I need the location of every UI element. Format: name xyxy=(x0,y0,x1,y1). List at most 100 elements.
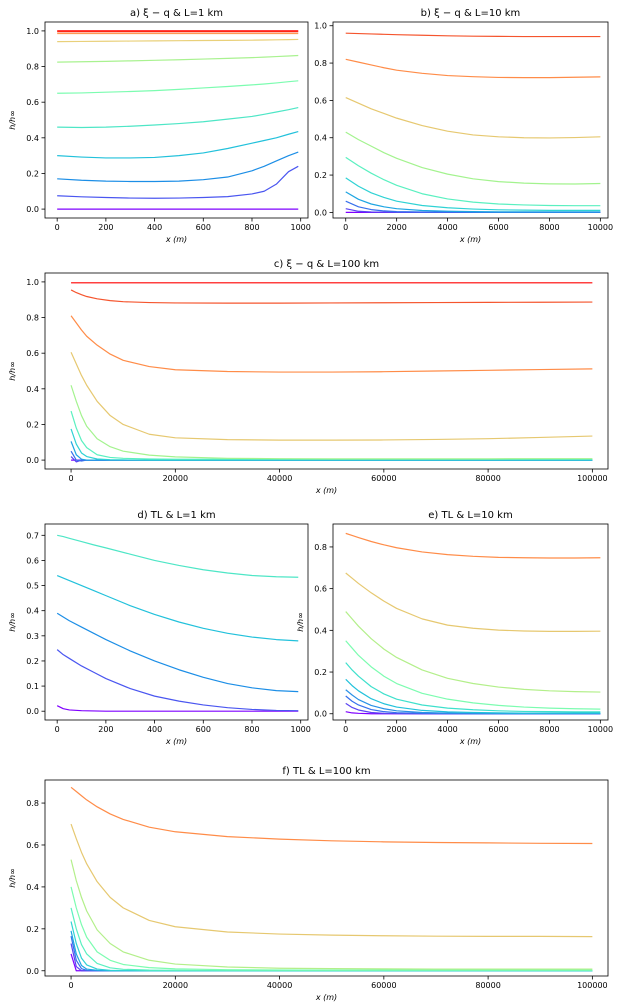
series-line-9 xyxy=(345,32,601,38)
series-line-5 xyxy=(70,410,593,460)
y-tick-label: 0.2 xyxy=(26,420,39,429)
y-tick-label: 0.7 xyxy=(26,531,39,540)
x-tick-label: 400 xyxy=(147,725,162,734)
x-tick-label: 800 xyxy=(244,725,259,734)
x-tick-label: 100000 xyxy=(577,981,608,990)
x-axis-label: x (m) xyxy=(459,235,481,244)
series-line-0 xyxy=(56,705,299,712)
y-tick-label: 0.0 xyxy=(26,205,39,214)
series-line-9 xyxy=(345,532,601,559)
x-tick-label: 600 xyxy=(196,725,211,734)
series-line-2 xyxy=(70,936,593,972)
y-tick-label: 0.0 xyxy=(314,710,327,719)
series-line-3 xyxy=(56,574,299,642)
y-tick-label: 0.1 xyxy=(26,682,39,691)
y-tick-label: 0.3 xyxy=(26,632,39,641)
y-tick-label: 0.6 xyxy=(26,98,39,107)
series-line-7 xyxy=(57,38,299,43)
x-tick-label: 10000 xyxy=(588,725,613,734)
plot-frame xyxy=(44,523,309,721)
y-tick-label: 0.2 xyxy=(26,925,39,934)
x-tick-label: 8000 xyxy=(539,223,559,232)
x-tick-label: 200 xyxy=(98,725,113,734)
x-tick-label: 100000 xyxy=(577,474,608,483)
y-tick-label: 0.0 xyxy=(26,707,39,716)
series-line-8 xyxy=(70,315,593,373)
x-tick-label: 200 xyxy=(98,223,113,232)
x-tick-label: 60000 xyxy=(371,474,396,483)
plot-frame xyxy=(44,779,609,977)
y-tick-label: 0.0 xyxy=(314,208,327,217)
series-line-9 xyxy=(70,289,593,304)
y-tick-label: 0.6 xyxy=(26,556,39,565)
y-tick-label: 0.4 xyxy=(26,385,39,394)
x-tick-label: 0 xyxy=(55,725,60,734)
x-tick-label: 0 xyxy=(343,725,348,734)
x-tick-label: 4000 xyxy=(437,725,457,734)
panel-2: 0 20000 40000 60000 80000 100000 0.0 0.2 0.4 0.6 0… xyxy=(8,259,609,495)
y-tick-label: 0.0 xyxy=(26,456,39,465)
series-line-4 xyxy=(57,534,299,578)
panel-5: 0 20000 40000 60000 80000 100000 0.0 0.2 0.4 0.6 0… xyxy=(8,766,609,1002)
x-axis-label: x (m) xyxy=(459,737,481,746)
series-line-3 xyxy=(345,191,601,213)
y-tick-label: 0.0 xyxy=(26,967,39,976)
series-line-4 xyxy=(70,921,593,972)
plot-frame xyxy=(332,523,609,721)
x-tick-label: 80000 xyxy=(475,474,500,483)
y-tick-label: 1.0 xyxy=(26,27,39,36)
y-tick-label: 0.2 xyxy=(314,171,327,180)
series-line-3 xyxy=(57,131,299,159)
y-tick-label: 0.4 xyxy=(26,607,39,616)
series-line-5 xyxy=(345,662,601,713)
series-line-2 xyxy=(57,151,299,183)
x-tick-label: 40000 xyxy=(267,474,292,483)
series-line-5 xyxy=(70,907,593,972)
x-tick-label: 800 xyxy=(244,223,259,232)
x-tick-label: 4000 xyxy=(437,223,457,232)
series-line-6 xyxy=(70,886,593,971)
x-tick-label: 60000 xyxy=(371,981,396,990)
series-line-4 xyxy=(57,106,299,129)
x-tick-label: 8000 xyxy=(539,725,559,734)
x-tick-label: 0 xyxy=(55,223,60,232)
series-line-4 xyxy=(70,428,593,461)
x-axis-label: x (m) xyxy=(165,235,187,244)
y-axis-label: h/h∞ xyxy=(8,868,17,888)
x-tick-label: 600 xyxy=(196,223,211,232)
y-tick-label: 0.8 xyxy=(26,799,39,808)
panel-0: 0 200 400 600 800 1000 0.0 0.2 0.4 0.6 0.8 1.0 a) ξ … xyxy=(8,8,311,244)
y-axis-label: h/h∞ xyxy=(8,612,17,632)
plot-frame xyxy=(44,272,609,470)
chart-title: a) ξ − q & L=1 km xyxy=(130,8,223,19)
series-line-6 xyxy=(345,131,601,185)
series-line-1 xyxy=(70,943,593,972)
series-line-7 xyxy=(345,611,601,693)
series-line-3 xyxy=(70,441,593,461)
x-tick-label: 20000 xyxy=(163,981,188,990)
x-tick-label: 400 xyxy=(147,223,162,232)
y-tick-label: 0.8 xyxy=(314,543,327,552)
y-tick-label: 0.2 xyxy=(26,169,39,178)
x-tick-label: 0 xyxy=(69,981,74,990)
series-line-4 xyxy=(345,678,601,714)
x-axis-label: x (m) xyxy=(315,486,337,495)
plot-frame xyxy=(44,21,309,219)
series-line-1 xyxy=(56,649,299,712)
y-tick-label: 0.2 xyxy=(26,657,39,666)
y-tick-label: 1.0 xyxy=(314,22,327,31)
x-tick-label: 6000 xyxy=(488,725,508,734)
series-line-8 xyxy=(345,572,601,632)
x-tick-label: 40000 xyxy=(267,981,292,990)
panel-1: 0 2000 4000 6000 8000 10000 0.0 0.2 0.4 0.6 0.8 1.0… xyxy=(314,8,613,244)
series-line-7 xyxy=(345,97,601,139)
x-tick-label: 0 xyxy=(343,223,348,232)
x-tick-label: 2000 xyxy=(386,725,406,734)
x-axis-label: x (m) xyxy=(315,993,337,1002)
y-axis-label: h/h∞ xyxy=(8,110,17,130)
y-tick-label: 0.4 xyxy=(314,626,327,635)
y-tick-label: 0.4 xyxy=(314,134,327,143)
series-line-8 xyxy=(345,58,601,79)
x-tick-label: 6000 xyxy=(488,223,508,232)
